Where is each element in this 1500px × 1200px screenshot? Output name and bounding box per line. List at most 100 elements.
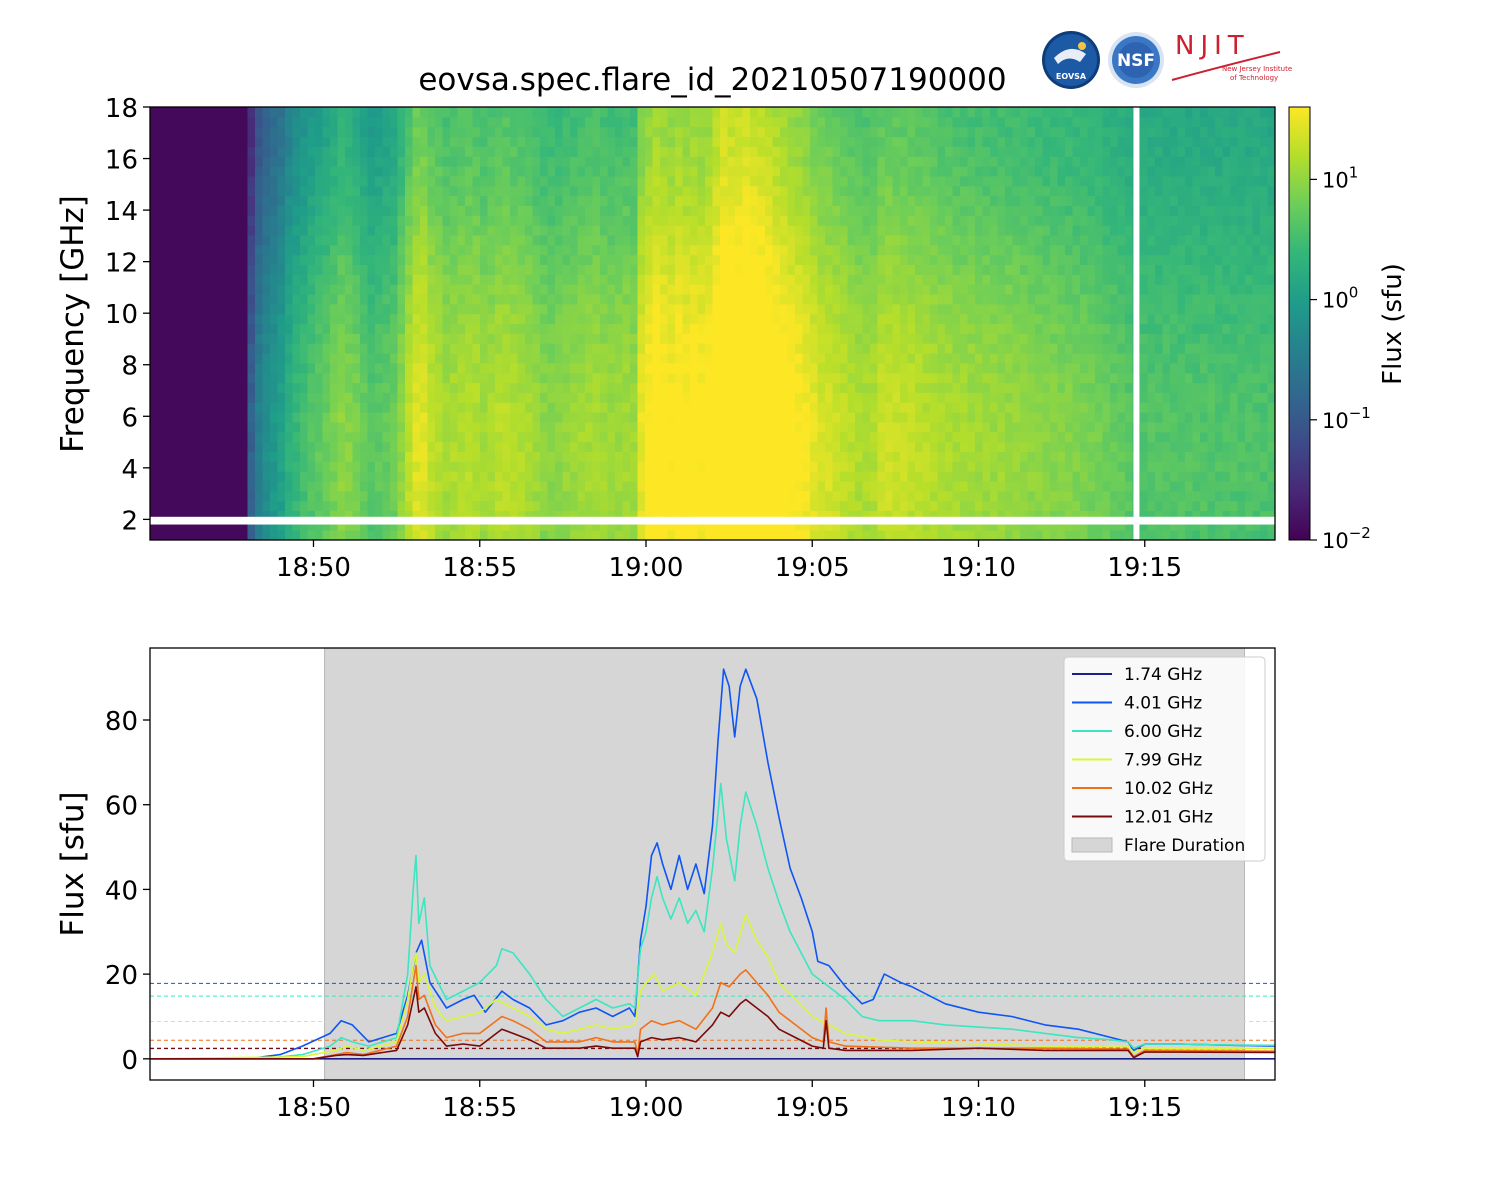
spectrogram-cell — [262, 333, 271, 344]
spectrogram-cell — [210, 294, 219, 305]
spectrogram-cell — [562, 481, 571, 492]
spectrogram-cell — [607, 166, 616, 177]
spectrogram-cell — [217, 402, 226, 413]
spectrogram-cell — [502, 510, 511, 521]
spectrogram-cell — [382, 185, 391, 197]
spectrogram-cell — [990, 215, 999, 226]
spectrogram-cell — [652, 362, 661, 374]
spectrogram-cell — [570, 490, 579, 502]
spectrogram-cell — [345, 294, 354, 305]
spectrogram-cell — [390, 500, 399, 511]
spectrogram-cell — [765, 225, 774, 236]
spectrogram-cell — [210, 481, 219, 492]
spectrogram-cell — [150, 520, 159, 531]
spectrogram-cell — [825, 244, 834, 256]
spectrogram-cell — [667, 313, 676, 325]
spectrogram-cell — [232, 215, 241, 226]
spectrogram-cell — [435, 372, 444, 384]
spectrogram-cell — [472, 254, 481, 265]
spectrogram-cell — [712, 205, 721, 216]
spectrogram-cell — [787, 333, 796, 344]
spectrogram-cell — [832, 156, 841, 167]
spectrogram-cell — [442, 107, 451, 118]
spectrogram-cell — [802, 490, 811, 502]
spectrogram-cell — [870, 234, 879, 246]
spectrogram-cell — [847, 116, 856, 128]
spectrogram-cell — [660, 313, 669, 325]
spectrogram-cell — [367, 471, 376, 482]
spectrogram-cell — [735, 274, 744, 285]
spectrogram-cell — [675, 323, 684, 334]
spectrogram-cell — [525, 421, 534, 433]
spectrogram-cell — [615, 441, 624, 452]
spectrogram-cell — [202, 313, 211, 325]
spectrogram-cell — [427, 520, 436, 531]
spectrogram-cell — [375, 205, 384, 216]
spectrogram-cell — [930, 402, 939, 413]
spectrogram-cell — [172, 294, 181, 305]
spectrogram-cell — [525, 185, 534, 197]
spectrogram-cell — [412, 195, 421, 206]
spectrogram-cell — [532, 421, 541, 433]
spectrogram-cell — [637, 264, 646, 275]
spectrogram-cell — [217, 254, 226, 265]
spectrogram-cell — [982, 244, 991, 256]
spectrogram-cell — [600, 530, 609, 540]
spectrogram-cell — [960, 412, 969, 423]
spectrogram-cell — [367, 520, 376, 531]
spectrogram-cell — [975, 225, 984, 236]
spectrogram-cell — [450, 333, 459, 344]
spectrogram-cell — [240, 264, 249, 275]
spectrogram-cell — [607, 451, 616, 462]
spectrogram-cell — [375, 481, 384, 492]
spectrogram-cell — [660, 431, 669, 443]
spectrogram-cell — [720, 244, 729, 256]
spectrogram-cell — [352, 166, 361, 177]
spectrogram-cell — [450, 441, 459, 452]
spectrogram-cell — [817, 421, 826, 433]
spectrogram-cell — [937, 431, 946, 443]
spectrogram-cell — [577, 343, 586, 354]
spectrogram-cell — [727, 215, 736, 226]
spectrogram-cell — [457, 166, 466, 177]
spectrogram-cell — [525, 107, 534, 118]
spectrogram-cell — [810, 510, 819, 521]
spectrogram-cell — [270, 274, 279, 285]
spectrogram-cell — [510, 510, 519, 521]
spectrogram-cell — [307, 323, 316, 334]
spectrogram-cell — [555, 490, 564, 502]
spectrogram-cell — [622, 362, 631, 374]
spectrogram-cell — [202, 215, 211, 226]
spectrogram-cell — [735, 254, 744, 265]
spectrogram-cell — [315, 175, 324, 187]
spectrogram-cell — [405, 156, 414, 167]
spectrogram-cell — [480, 215, 489, 226]
spectrogram-cell — [735, 431, 744, 443]
spectrogram-cell — [892, 323, 901, 334]
spectrogram-cell — [675, 471, 684, 482]
spectrogram-cell — [412, 500, 421, 511]
spectrogram-cell — [622, 461, 631, 472]
spectrogram-cell — [645, 254, 654, 265]
spectrogram-cell — [367, 490, 376, 502]
spectrogram-cell — [262, 441, 271, 452]
spectrogram-cell — [210, 402, 219, 413]
spectrogram-cell — [690, 303, 699, 315]
spectrogram-cell — [202, 205, 211, 216]
spectrogram-cell — [412, 481, 421, 492]
spectrogram-cell — [937, 146, 946, 157]
spectrogram-cell — [990, 362, 999, 374]
spectrogram-cell — [645, 195, 654, 206]
spectrogram-cell — [382, 520, 391, 531]
spectrogram-cell — [757, 372, 766, 384]
spectrogram-cell — [285, 215, 294, 226]
spectrogram-cell — [600, 234, 609, 246]
spectrogram-cell — [307, 107, 316, 118]
spectrogram-cell — [742, 185, 751, 197]
spectrogram-cell — [712, 441, 721, 452]
spectrogram-cell — [780, 234, 789, 246]
spectrogram-cell — [862, 166, 871, 177]
spectrogram-cell — [697, 510, 706, 521]
spectrogram-cell — [915, 264, 924, 275]
spectrogram-cell — [615, 215, 624, 226]
